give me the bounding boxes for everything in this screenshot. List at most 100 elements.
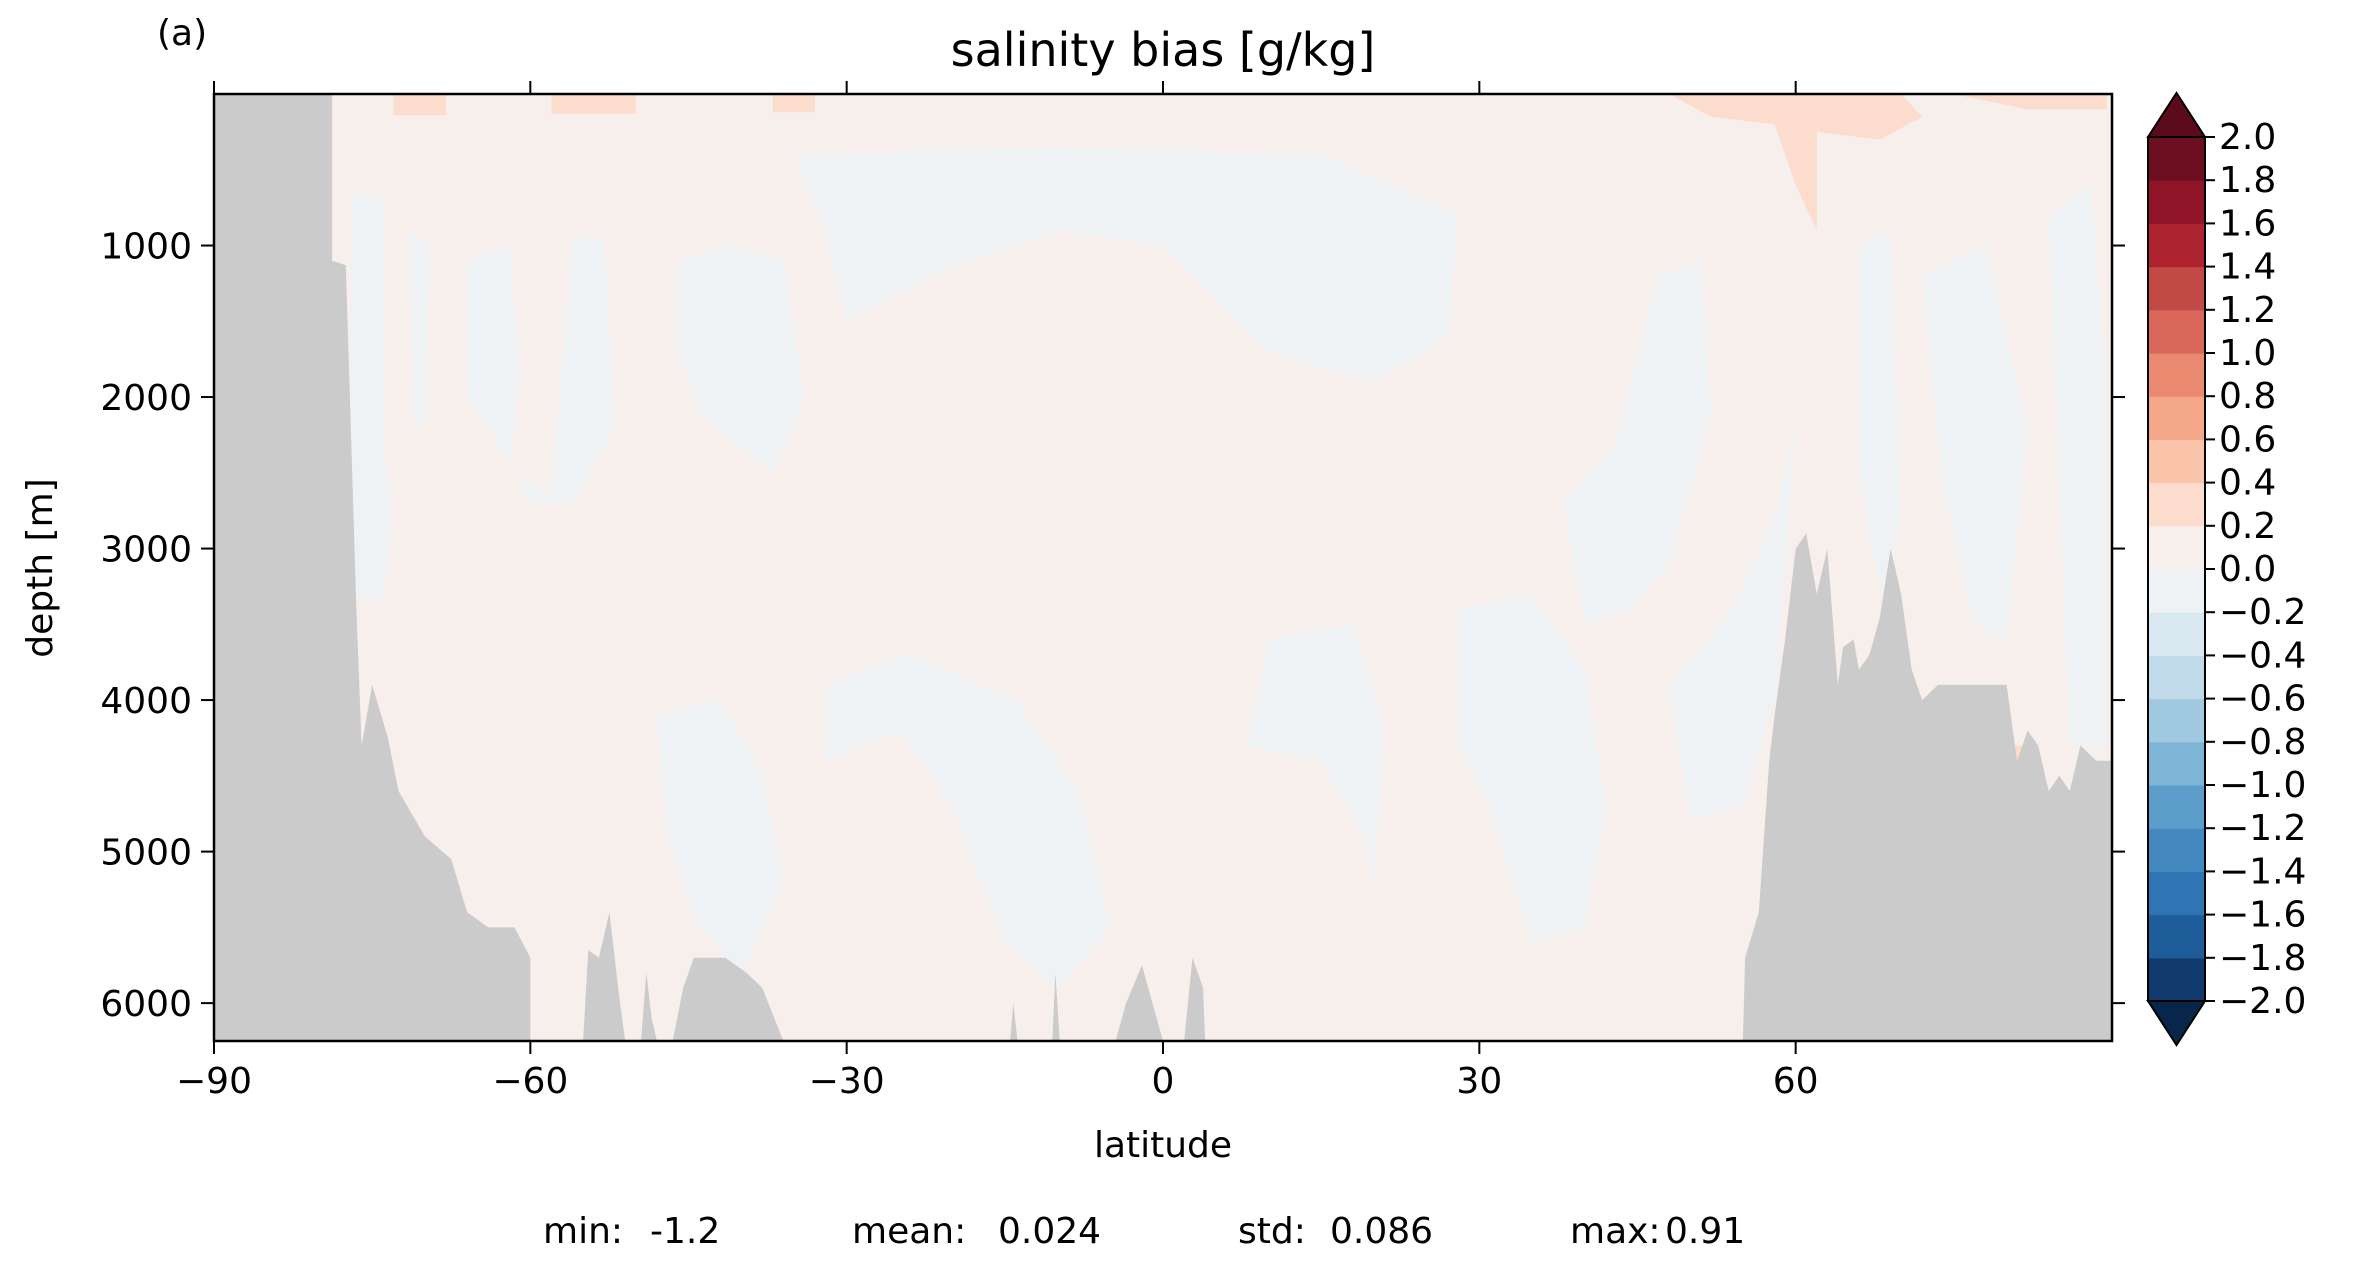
colorbar-segment <box>2148 741 2205 786</box>
x-axis: −90 −60 −30 0 30 60 <box>176 81 1819 1102</box>
colorbar-tick-label: 0.2 <box>2219 506 2276 547</box>
y-tick-label: 4000 <box>100 681 192 722</box>
land-ridge <box>1052 972 1060 1041</box>
colorbar-tick-label: −0.6 <box>2219 679 2306 720</box>
stats-line: min: -1.2 mean: 0.024 std: 0.086 max: 0.… <box>543 1211 1745 1252</box>
land-mask <box>214 94 2112 1041</box>
negative-bias-region <box>678 245 805 473</box>
colorbar-tick-label: 1.0 <box>2219 333 2276 374</box>
y-tick-label: 3000 <box>100 530 192 571</box>
negative-bias-region <box>1669 427 1796 822</box>
colorbar-segment <box>2148 957 2205 1002</box>
positive-bias-region <box>1669 94 1923 231</box>
colorbar-tick-label: 1.8 <box>2219 160 2276 201</box>
colorbar-segment <box>2148 698 2205 743</box>
negative-bias-region <box>1458 594 1606 943</box>
colorbar-tick-label: −1.2 <box>2219 808 2306 849</box>
stat-std-value: 0.086 <box>1330 1211 1433 1252</box>
negative-bias-patches <box>351 147 2107 988</box>
negative-bias-region <box>793 147 1459 382</box>
colorbar-segment <box>2148 569 2205 613</box>
colorbar-tick-label: 1.4 <box>2219 247 2276 288</box>
colorbar-tick-label: −1.0 <box>2219 765 2306 806</box>
colorbar-tick-label: −0.4 <box>2219 635 2306 676</box>
colorbar-segment <box>2148 396 2205 440</box>
colorbar-segment <box>2148 612 2205 656</box>
x-tick-label: −60 <box>492 1061 568 1102</box>
negative-bias-region <box>1858 230 1902 594</box>
negative-bias-region <box>656 700 784 973</box>
colorbar-tick-label: −2.0 <box>2219 981 2306 1022</box>
stat-mean-label: mean: <box>852 1211 966 1252</box>
positive-bias-region <box>772 94 815 113</box>
plot-area <box>214 94 2112 1041</box>
colorbar-tick-label: 0.8 <box>2219 376 2276 417</box>
y-tick-label: 6000 <box>100 984 192 1025</box>
colorbar-tick-label: 0.6 <box>2219 419 2276 460</box>
chart-title: salinity bias [g/kg] <box>951 23 1376 77</box>
y-tick-label: 1000 <box>100 227 192 268</box>
colorbar-segment <box>2148 828 2205 872</box>
colorbar-extend-max <box>2146 91 2207 138</box>
negative-bias-region <box>467 237 615 504</box>
colorbar-tick-label: −1.4 <box>2219 851 2306 892</box>
land-antarctica <box>214 94 531 1041</box>
colorbar-segment <box>2148 655 2205 700</box>
x-tick-label: 60 <box>1773 1061 1819 1102</box>
land-north <box>1742 533 2112 1041</box>
negative-bias-region <box>825 654 1111 988</box>
land-ridge <box>1115 965 1163 1041</box>
colorbar-segment <box>2148 785 2205 829</box>
colorbar-segment <box>2148 439 2205 484</box>
colorbar-segment <box>2148 353 2205 397</box>
colorbar-tick-label: −0.2 <box>2219 592 2306 633</box>
land-ridge <box>641 972 657 1041</box>
stat-min-value: -1.2 <box>650 1211 720 1252</box>
colorbar-segment <box>2148 914 2205 959</box>
x-tick-label: −30 <box>809 1061 885 1102</box>
colorbar-tick-label: 2.0 <box>2219 117 2276 158</box>
colorbar-segment <box>2148 525 2205 570</box>
stat-max-value: 0.91 <box>1665 1211 1745 1252</box>
colorbar-tick-label: 0.4 <box>2219 463 2276 504</box>
colorbar-tick-label: −1.8 <box>2219 938 2306 979</box>
colorbar-segment <box>2148 871 2205 916</box>
colorbar-segment <box>2148 223 2205 268</box>
y-axis: 1000 2000 3000 4000 5000 6000 <box>100 227 2125 1025</box>
x-tick-label: 30 <box>1456 1061 1502 1102</box>
negative-bias-region <box>2048 184 2107 746</box>
colorbar-extend-min <box>2146 1000 2207 1047</box>
land-ridge <box>1184 957 1206 1041</box>
positive-bias-region <box>393 94 446 116</box>
colorbar-segment <box>2148 180 2205 224</box>
stat-min-label: min: <box>543 1211 623 1252</box>
colorbar-segment <box>2148 482 2205 527</box>
positive-bias-region <box>551 94 636 114</box>
colorbar-segment <box>2148 309 2205 354</box>
negative-bias-region <box>1247 624 1385 882</box>
y-tick-label: 5000 <box>100 833 192 874</box>
negative-bias-region <box>351 192 394 602</box>
panel-label: (a) <box>157 13 207 54</box>
stat-std-label: std: <box>1238 1211 1306 1252</box>
colorbar-tick-label: −0.8 <box>2219 722 2306 763</box>
y-tick-label: 2000 <box>100 378 192 419</box>
negative-bias-region <box>1563 260 1712 625</box>
x-axis-label: latitude <box>1094 1125 1232 1166</box>
colorbar: 2.01.81.61.41.21.00.80.60.40.20.0−0.2−0.… <box>2146 91 2306 1047</box>
colorbar-tick-label: −1.6 <box>2219 895 2306 936</box>
colorbar-tick-label: 1.2 <box>2219 290 2276 331</box>
colorbar-segment <box>2148 137 2205 181</box>
y-axis-label: depth [m] <box>20 478 61 657</box>
x-tick-label: −90 <box>176 1061 252 1102</box>
land-ridge <box>1010 1003 1018 1041</box>
colorbar-segment <box>2148 266 2205 311</box>
land-ridge <box>672 957 784 1041</box>
x-tick-label: 0 <box>1152 1061 1175 1102</box>
colorbar-tick-label: 0.0 <box>2219 549 2276 590</box>
land-ridge <box>583 912 626 1041</box>
negative-bias-region <box>409 230 431 428</box>
positive-bias-region <box>1953 94 2107 110</box>
stat-mean-value: 0.024 <box>998 1211 1101 1252</box>
